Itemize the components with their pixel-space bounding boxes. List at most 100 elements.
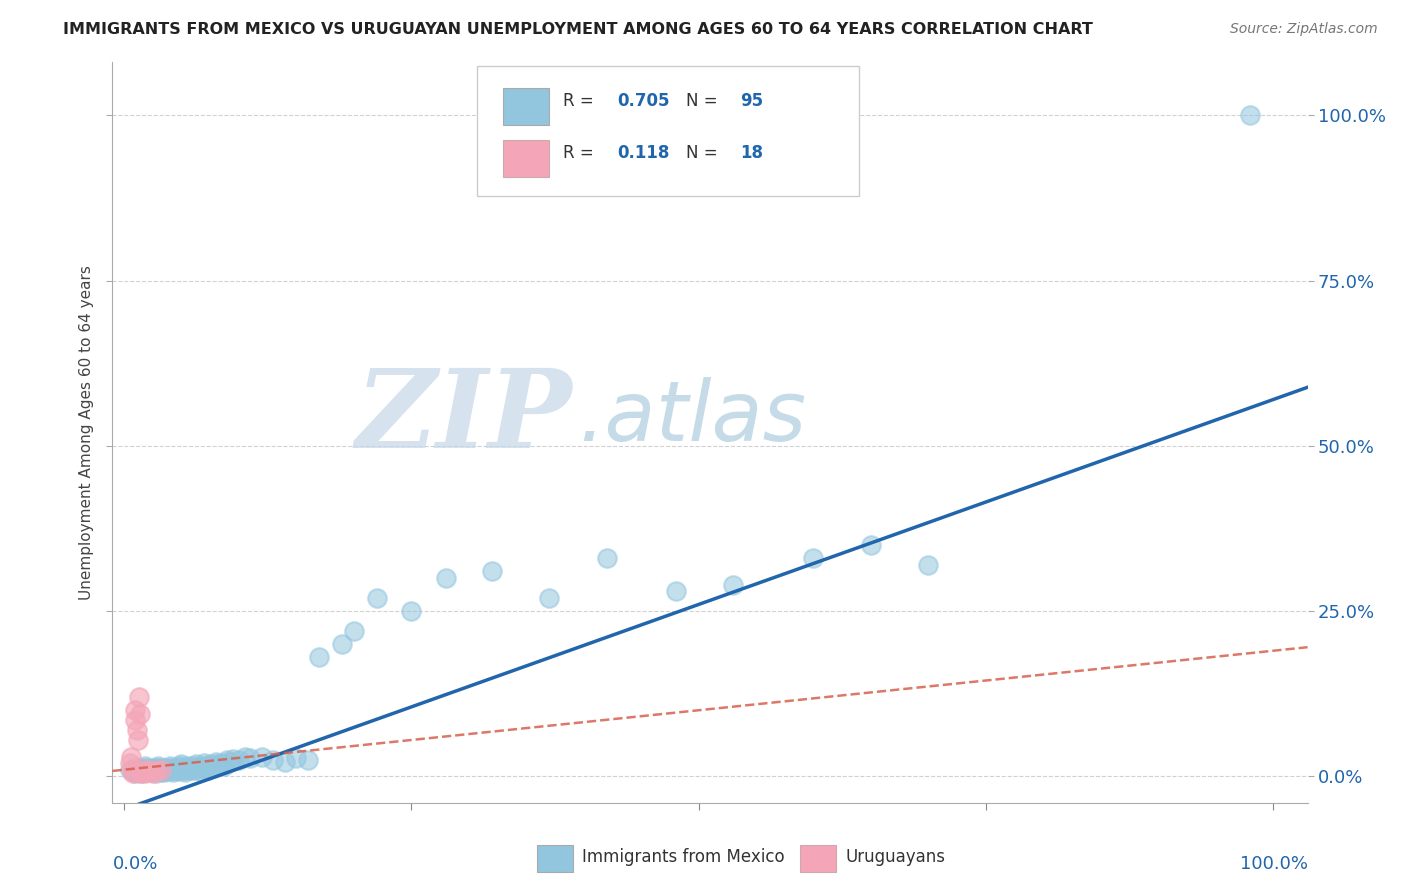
Point <box>155 761 177 775</box>
Point <box>538 591 561 605</box>
Point <box>172 763 194 777</box>
Point <box>148 764 170 778</box>
Point <box>173 761 195 775</box>
Text: 0.0%: 0.0% <box>112 855 157 872</box>
Point <box>155 763 177 777</box>
Point <box>274 755 297 769</box>
Point <box>173 764 195 779</box>
Point <box>131 764 153 778</box>
Point <box>124 703 146 717</box>
Point <box>183 761 205 775</box>
Point <box>250 749 273 764</box>
Point <box>167 764 190 778</box>
Point <box>193 756 215 771</box>
Point <box>120 749 142 764</box>
Point <box>197 763 219 777</box>
Point <box>343 624 366 638</box>
Point <box>127 764 149 779</box>
Text: IMMIGRANTS FROM MEXICO VS URUGUAYAN UNEMPLOYMENT AMONG AGES 60 TO 64 YEARS CORRE: IMMIGRANTS FROM MEXICO VS URUGUAYAN UNEM… <box>63 22 1092 37</box>
Point <box>122 764 145 778</box>
Point <box>128 690 150 704</box>
Point <box>201 761 224 775</box>
Point <box>134 765 156 780</box>
Point <box>167 759 190 773</box>
Text: N =: N = <box>686 92 723 110</box>
Point <box>129 761 152 775</box>
Point <box>186 757 208 772</box>
Point <box>142 761 165 775</box>
FancyBboxPatch shape <box>537 845 572 871</box>
Point <box>212 759 235 773</box>
Y-axis label: Unemployment Among Ages 60 to 64 years: Unemployment Among Ages 60 to 64 years <box>79 265 94 600</box>
Text: R =: R = <box>562 144 599 161</box>
Point <box>142 766 165 780</box>
Point <box>162 764 184 779</box>
Text: 100.0%: 100.0% <box>1240 855 1308 872</box>
Point <box>434 571 457 585</box>
Point <box>233 749 256 764</box>
Point <box>121 764 143 778</box>
Point <box>118 763 141 777</box>
Point <box>145 766 167 780</box>
Point <box>129 706 152 721</box>
Point <box>917 558 939 572</box>
Text: R =: R = <box>562 92 599 110</box>
Point <box>285 751 308 765</box>
Point <box>153 765 176 780</box>
Point <box>176 759 198 773</box>
Point <box>128 763 150 777</box>
Point <box>179 761 201 775</box>
Point <box>170 757 193 772</box>
Point <box>195 759 218 773</box>
Point <box>664 584 686 599</box>
Point <box>139 764 162 778</box>
Text: 0.705: 0.705 <box>617 92 669 110</box>
Text: 0.118: 0.118 <box>617 144 669 161</box>
Point <box>118 756 141 771</box>
FancyBboxPatch shape <box>477 66 859 195</box>
Point <box>262 753 284 767</box>
Point <box>149 763 172 777</box>
Point <box>134 759 156 773</box>
Point <box>1239 108 1261 122</box>
Text: 95: 95 <box>740 92 763 110</box>
Point <box>145 764 167 778</box>
Point <box>159 761 181 775</box>
Point <box>150 761 173 775</box>
Point <box>136 764 159 778</box>
FancyBboxPatch shape <box>503 88 548 125</box>
FancyBboxPatch shape <box>800 845 835 871</box>
Point <box>122 766 145 780</box>
Point <box>124 761 146 775</box>
Point <box>190 759 212 773</box>
Point <box>131 764 153 778</box>
Point <box>205 755 228 769</box>
Point <box>366 591 388 605</box>
Point <box>159 759 181 773</box>
Point <box>184 763 207 777</box>
Point <box>187 761 209 775</box>
Point <box>142 764 165 778</box>
Point <box>141 762 163 776</box>
Point <box>136 763 159 777</box>
Point <box>198 757 221 772</box>
Text: Immigrants from Mexico: Immigrants from Mexico <box>582 848 785 866</box>
Point <box>191 761 214 775</box>
Point <box>595 551 617 566</box>
Point <box>125 723 148 737</box>
Point <box>177 763 200 777</box>
Point <box>228 753 250 767</box>
Point <box>160 764 183 778</box>
Point <box>202 761 225 775</box>
Point <box>138 764 160 779</box>
Point <box>188 764 211 778</box>
Point <box>170 761 193 775</box>
Point <box>222 751 245 765</box>
Point <box>124 766 146 780</box>
Text: Source: ZipAtlas.com: Source: ZipAtlas.com <box>1230 22 1378 37</box>
Point <box>156 764 179 778</box>
FancyBboxPatch shape <box>503 140 548 177</box>
Text: N =: N = <box>686 144 723 161</box>
Point <box>149 764 172 779</box>
Point <box>148 759 170 773</box>
